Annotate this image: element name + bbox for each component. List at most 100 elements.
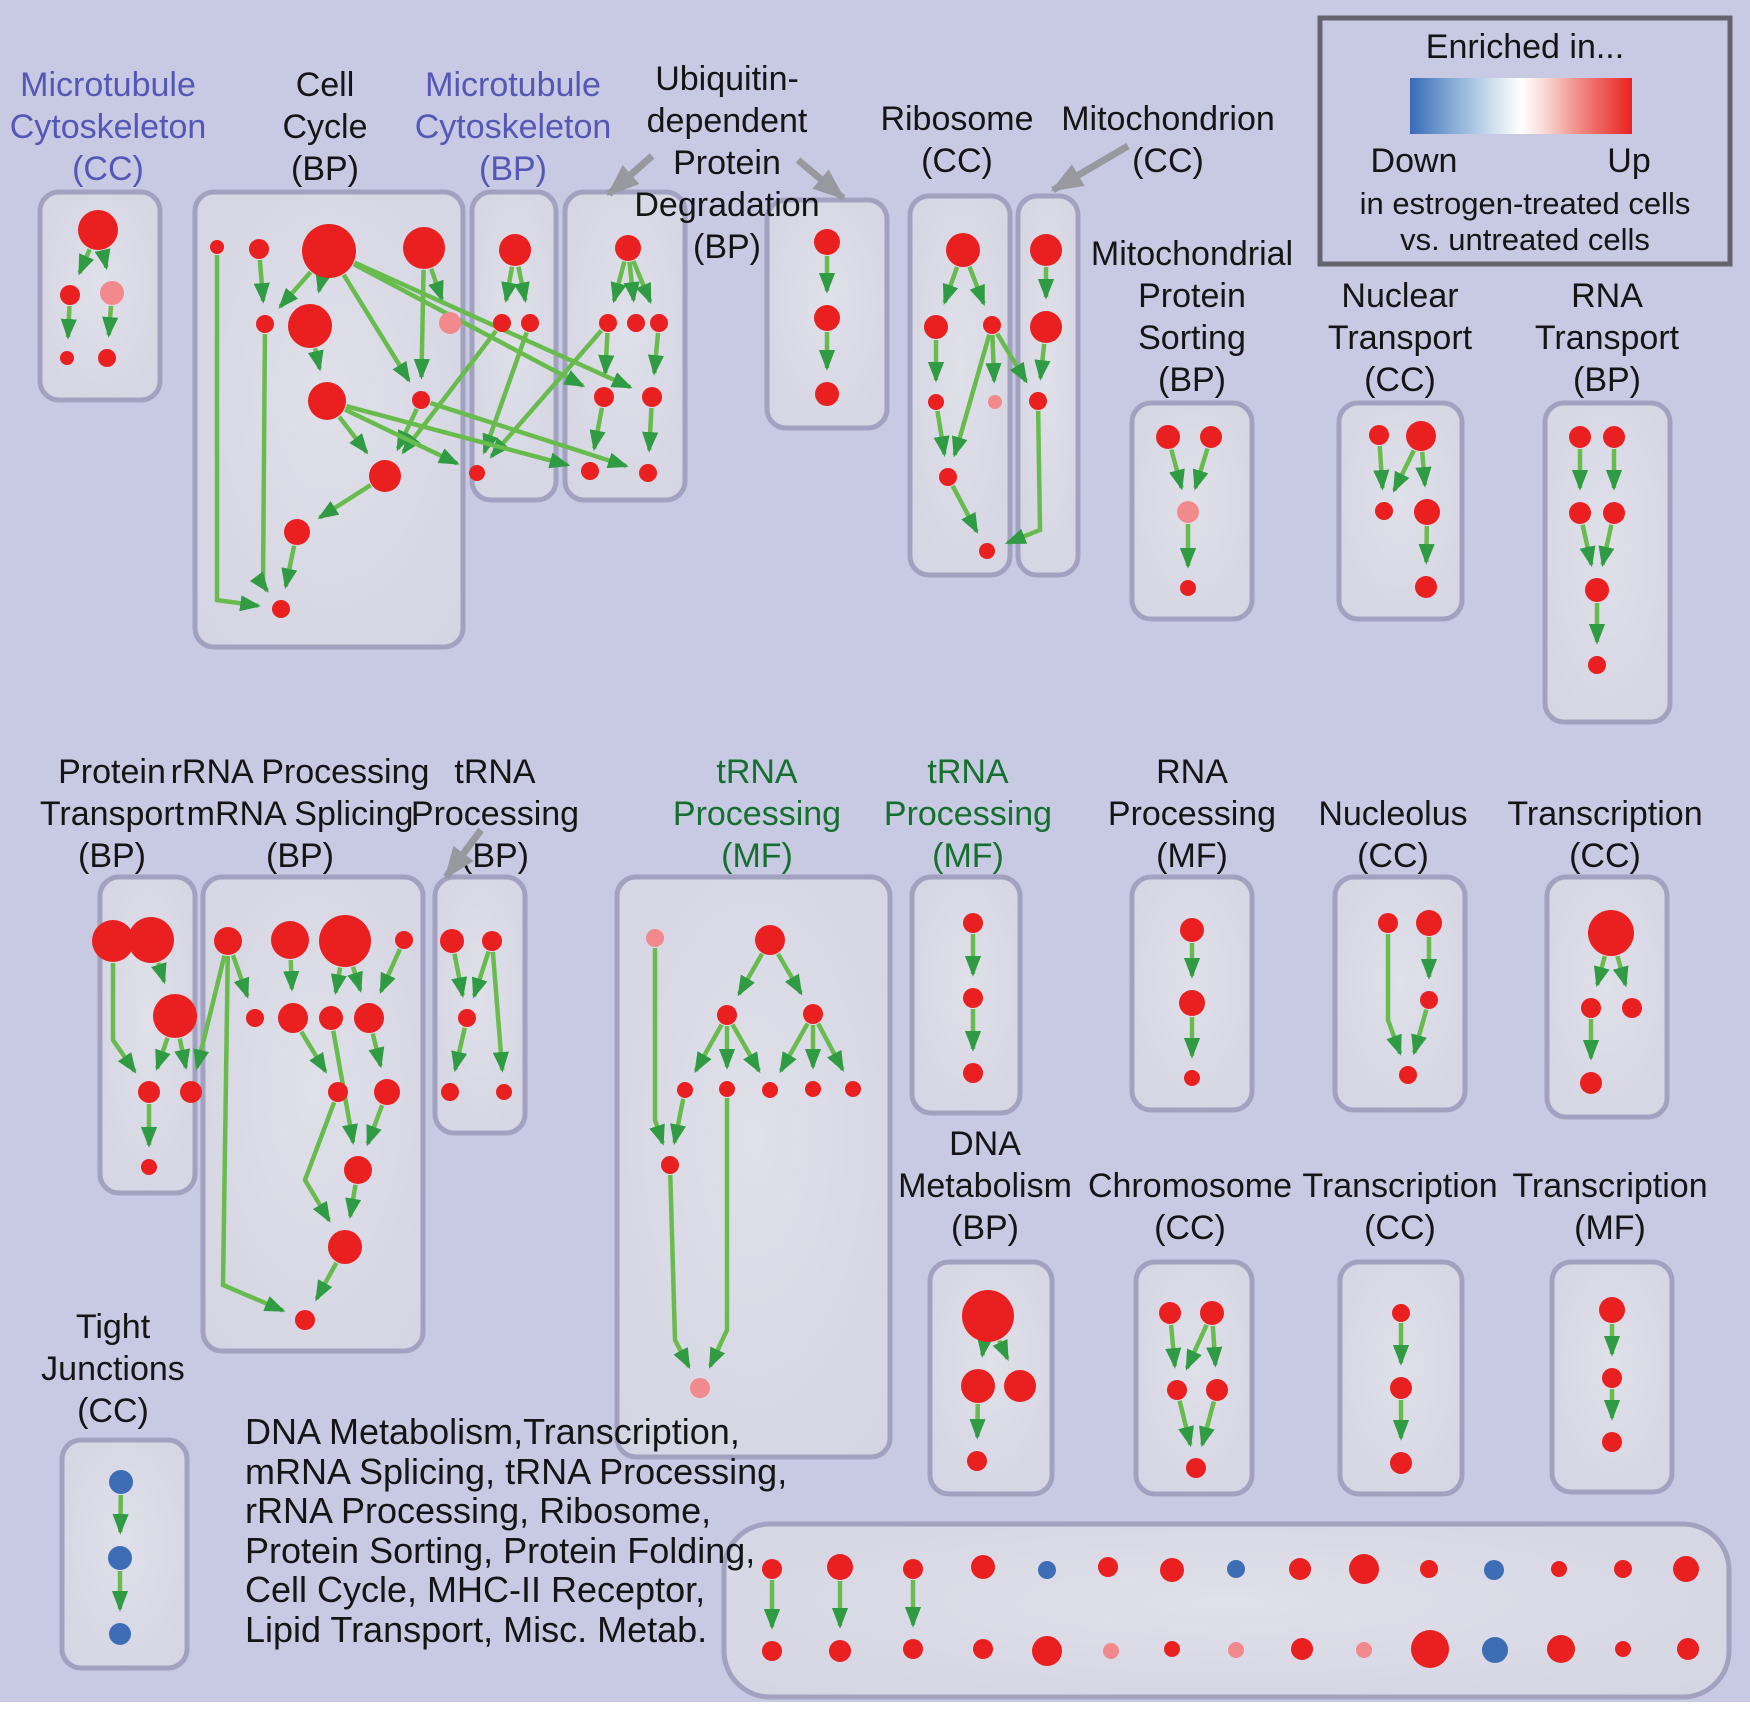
go-term-node-i3-red [1375, 502, 1393, 520]
go-term-node-s4-red [967, 1451, 987, 1471]
go-term-node-w9b-red [1291, 1638, 1313, 1660]
cluster-box-rrna-processing-mrna-splicing [200, 874, 426, 1354]
cluster-label-microtubule-cc: Microtubule Cytoskeleton (CC) [10, 66, 207, 188]
cluster-label-mitochondrion: Mitochondrion (CC) [1061, 100, 1275, 180]
cluster-label-line: (BP) [693, 228, 761, 266]
cluster-label-line: Protein [673, 144, 781, 182]
go-term-node-l2-red [271, 921, 309, 959]
edge-rna-transport-3 [1598, 524, 1615, 568]
go-term-node-w7b-red [1164, 1641, 1180, 1657]
edge-chromosome-0 [1165, 1324, 1182, 1369]
go-term-node-n10-red [661, 1156, 679, 1174]
cluster-box-misc-cluster-strip [721, 1521, 1732, 1700]
cluster-label-line: Chromosome [1088, 1167, 1292, 1205]
go-term-node-v1-red [1599, 1297, 1625, 1323]
edge-rrna-processing-mrna-splicing-2 [330, 967, 347, 996]
edge-protein-transport-0 [151, 962, 167, 985]
edge-cell-cycle-12 [249, 333, 270, 593]
edge-cell-cycle-4 [428, 268, 444, 302]
go-term-node-w2b-red [829, 1640, 851, 1662]
go-term-node-j3-red [1569, 502, 1591, 524]
cluster-box-mitochondrion [1015, 193, 1081, 578]
edge-ubiquitin-degradation-4 [647, 332, 665, 376]
go-term-node-w1b-red [762, 1641, 782, 1661]
cluster-label-line: (CC) [72, 150, 144, 188]
edge-ubiquitin-degradation-2 [631, 260, 653, 305]
go-term-node-n7-red [762, 1082, 778, 1098]
cluster-label-line: Transcription [1507, 795, 1702, 833]
go-term-node-w14b-red [1615, 1641, 1631, 1657]
legend-gradient-bar [1410, 78, 1632, 134]
edge-rrna-processing-mrna-splicing-15 [344, 407, 460, 466]
go-term-node-m5-red [496, 1084, 512, 1100]
cluster-label-line: (CC) [1154, 1209, 1226, 1247]
cluster-box-microtubule-cc [37, 189, 163, 403]
go-term-node-h1-red [1156, 425, 1180, 449]
go-term-node-i1-red [1369, 425, 1389, 445]
go-term-node-d5-red [594, 387, 614, 407]
go-term-node-b9-red [412, 391, 430, 409]
go-term-node-d4-red [650, 314, 668, 332]
go-term-node-j1-red [1569, 426, 1591, 448]
edge-cell-cycle-1 [278, 270, 313, 309]
edge-ribosome-1 [967, 265, 986, 307]
cluster-label-line: (BP) [78, 837, 146, 875]
cluster-label-line: Transcription [1512, 1167, 1707, 1205]
cluster-label-line: (MF) [1574, 1209, 1646, 1247]
go-term-node-t3-red [1167, 1380, 1187, 1400]
edge-ribosome-6 [950, 484, 979, 534]
go-term-node-w4b-red [973, 1639, 993, 1659]
edge-chromosome-3 [1177, 1400, 1194, 1448]
go-term-node-w6t-red [1098, 1557, 1118, 1577]
go-term-node-j6-red [1588, 656, 1606, 674]
go-term-node-c1-red [499, 234, 531, 266]
go-term-node-r1-red [1588, 910, 1634, 956]
go-term-node-p3-red [1184, 1070, 1200, 1086]
edge-chromosome-2 [1206, 1325, 1223, 1368]
cluster-label-line: Transport [1535, 319, 1680, 357]
cluster-label-line: Tight [76, 1308, 151, 1346]
cluster-label-protein-transport: Protein Transport (BP) [40, 753, 185, 875]
cluster-label-line: (BP) [951, 1209, 1019, 1247]
edge-microtubule-cc-3 [102, 305, 119, 338]
go-term-node-v3-red [1602, 1432, 1622, 1452]
go-term-node-t5-red [1186, 1458, 1206, 1478]
legend-condition-line2: vs. untreated cells [1400, 222, 1650, 257]
edge-rrna-processing-mrna-splicing-8 [365, 1104, 385, 1147]
edge-nucleolus-2 [1411, 1009, 1429, 1056]
edge-trna-processing-bp-0 [451, 953, 468, 999]
edge-chromosome-4 [1199, 1401, 1217, 1448]
go-term-node-l12-red [328, 1230, 362, 1264]
go-term-node-w6b-pink [1103, 1643, 1119, 1659]
go-term-node-t4-red [1206, 1379, 1228, 1401]
edge-trna-processing-mf-large-11 [668, 1174, 691, 1370]
cluster-label-line: RNA [1571, 277, 1643, 315]
edge-rrna-processing-mrna-splicing-11 [314, 1261, 339, 1302]
edge-mitochondrion-1 [1034, 343, 1051, 381]
cluster-label-line: Processing [1108, 795, 1276, 833]
go-term-node-m1-red [440, 929, 464, 953]
go-term-node-u3-red [1390, 1452, 1412, 1474]
cluster-label-line: Microtubule [425, 66, 601, 104]
go-term-node-w14t-red [1614, 1560, 1632, 1578]
go-term-node-n4-red [803, 1004, 823, 1024]
edge-rrna-processing-mrna-splicing-14 [401, 329, 498, 455]
go-term-node-w15b-red [1677, 1638, 1699, 1660]
edge-cell-cycle-6 [307, 347, 324, 372]
cluster-label-line: rRNA Processing [171, 753, 430, 791]
cluster-label-line: (CC) [1364, 1209, 1436, 1247]
edge-microtubule-cc-2 [60, 305, 77, 340]
cluster-label-line: (MF) [721, 837, 793, 875]
cluster-label-trna-processing-mf-large: tRNA Processing (MF) [673, 753, 841, 875]
go-term-node-a4-red [60, 351, 74, 365]
cluster-label-line: Ubiquitin- [655, 60, 799, 98]
cluster-label-line: Cell [296, 66, 355, 104]
go-term-node-b2-red [249, 239, 269, 259]
go-term-node-a5-red [98, 349, 116, 367]
edge-rrna-processing-mrna-splicing-20 [345, 403, 571, 469]
go-term-node-b1-red [210, 240, 224, 254]
network-edges [60, 248, 1629, 1630]
misc-text-line: Protein Sorting, Protein Folding, [245, 1530, 755, 1571]
